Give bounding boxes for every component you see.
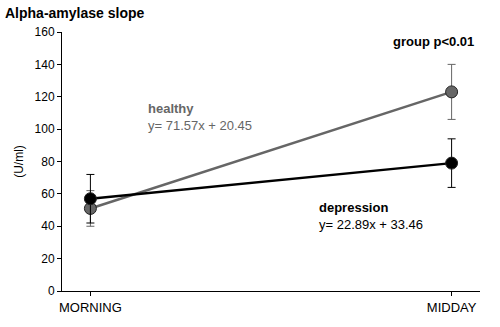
svg-text:140: 140 [35, 58, 55, 72]
svg-text:MIDDAY: MIDDAY [427, 300, 477, 315]
svg-text:20: 20 [41, 252, 55, 266]
svg-text:group p<0.01: group p<0.01 [393, 34, 474, 49]
svg-text:healthyy= 71.57x + 20.45: healthyy= 71.57x + 20.45 [148, 101, 252, 133]
svg-text:80: 80 [41, 155, 55, 169]
svg-text:120: 120 [35, 90, 55, 104]
svg-text:MORNING: MORNING [59, 300, 122, 315]
svg-text:60: 60 [41, 187, 55, 201]
svg-text:160: 160 [35, 25, 55, 39]
svg-text:100: 100 [35, 122, 55, 136]
svg-text:depressiony= 22.89x + 33.46: depressiony= 22.89x + 33.46 [319, 200, 423, 232]
svg-text:0: 0 [48, 284, 55, 298]
svg-text:40: 40 [41, 219, 55, 233]
svg-text:(U/ml): (U/ml) [12, 145, 26, 178]
svg-text:Alpha-amylase slope: Alpha-amylase slope [5, 5, 144, 21]
